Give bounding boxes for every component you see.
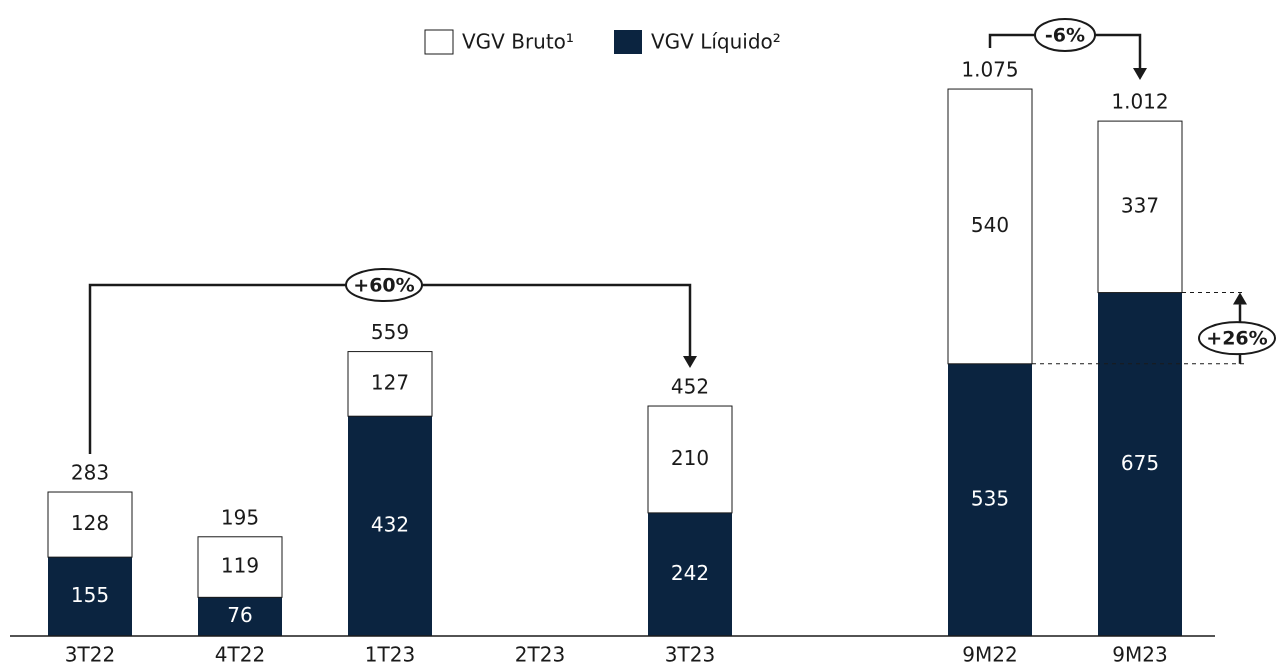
annotation-bubble bbox=[1034, 18, 1096, 52]
segment-label: 155 bbox=[71, 583, 109, 607]
total-label: 1.075 bbox=[961, 58, 1018, 82]
bar-segment bbox=[947, 88, 1033, 365]
x-tick-label: 3T22 bbox=[65, 643, 115, 667]
segment-label: 76 bbox=[227, 603, 252, 627]
segment-label: 127 bbox=[371, 370, 409, 394]
legend-swatch bbox=[614, 30, 642, 54]
bar-segment bbox=[348, 416, 432, 636]
bar-segment bbox=[197, 536, 283, 598]
bar-segment bbox=[647, 405, 733, 514]
bar-segment bbox=[648, 512, 732, 636]
x-tick-label: 3T23 bbox=[665, 643, 715, 667]
segment-label: 119 bbox=[221, 554, 259, 578]
annotation-bubble bbox=[345, 268, 423, 302]
segment-label: 242 bbox=[671, 561, 709, 585]
bar-segment bbox=[1098, 292, 1182, 636]
segment-label: 535 bbox=[971, 486, 1009, 510]
x-tick-label: 4T22 bbox=[215, 643, 265, 667]
bar-segment bbox=[198, 597, 282, 636]
total-label: 1.012 bbox=[1111, 90, 1168, 114]
legend-swatch bbox=[424, 29, 454, 55]
annotation: +26% bbox=[1206, 328, 1267, 350]
segment-label: 210 bbox=[671, 446, 709, 470]
bar-segment bbox=[1097, 120, 1183, 294]
annotation: +60% bbox=[353, 275, 414, 297]
arrow-head bbox=[1133, 68, 1147, 80]
x-tick-label: 9M22 bbox=[962, 643, 1017, 667]
segment-label: 675 bbox=[1121, 451, 1159, 475]
segment-label: 128 bbox=[71, 511, 109, 535]
arrow-head bbox=[1233, 292, 1247, 305]
segment-label: 432 bbox=[371, 513, 409, 537]
total-label: 452 bbox=[671, 375, 709, 399]
total-label: 195 bbox=[221, 505, 259, 529]
legend-label: VGV Líquido² bbox=[651, 30, 781, 54]
annotation: -6% bbox=[1045, 25, 1085, 47]
x-tick-label: 9M23 bbox=[1112, 643, 1167, 667]
total-label: 283 bbox=[71, 461, 109, 485]
annotation-bubble bbox=[1198, 321, 1276, 356]
total-label: 559 bbox=[371, 320, 409, 344]
arrow-head bbox=[683, 356, 697, 369]
bar-segment bbox=[47, 491, 133, 558]
x-tick-label: 1T23 bbox=[365, 643, 415, 667]
segment-label: 540 bbox=[971, 213, 1009, 237]
bar-segment bbox=[948, 363, 1032, 636]
bar-segment bbox=[347, 351, 433, 417]
bar-segment bbox=[48, 557, 132, 636]
segment-label: 337 bbox=[1121, 193, 1159, 217]
x-tick-label: 2T23 bbox=[515, 643, 565, 667]
legend-label: VGV Bruto¹ bbox=[462, 30, 574, 54]
